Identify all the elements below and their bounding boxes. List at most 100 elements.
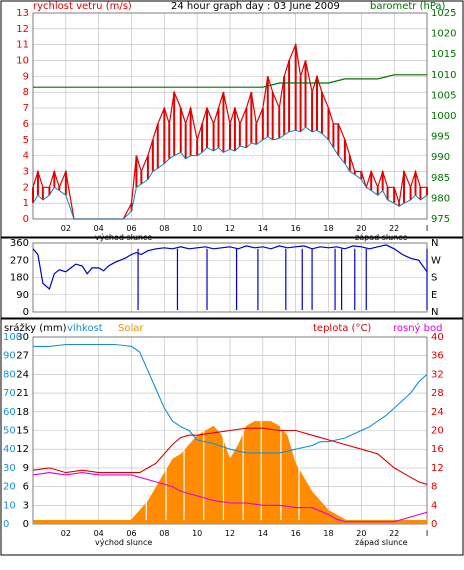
temperature-y-tick: 12 [431,463,444,474]
temperature-axis-label: teplota (°C) [313,323,371,334]
wind-panel-x-tick: 20 [356,224,366,233]
direction-y-tick: 180 [10,273,29,284]
pressure-y-tick: 1020 [431,29,456,40]
rain-y-tick: 24 [16,369,29,380]
humidity-y-tick: 40 [3,444,16,455]
temperature-panel-x-tick: 08 [159,529,169,538]
panel-frame-direction [0,237,464,319]
panel-frame-temperature [0,318,464,556]
humidity-y-tick: 20 [3,482,16,493]
rain-y-tick: 0 [23,519,29,530]
pressure-y-tick: 1015 [431,49,456,60]
pressure-y-tick: 995 [431,132,450,143]
temperature-y-tick: 36 [431,351,444,362]
humidity-y-tick: 0 [3,519,9,530]
pressure-y-tick: 1010 [431,70,456,81]
wind-y-tick: 1 [23,198,29,209]
wind-speed-axis-label: rychlost vetru (m/s) [33,1,132,12]
humidity-y-tick: 50 [3,426,16,437]
humidity-y-tick: 70 [3,388,16,399]
wind-average-line [32,126,428,220]
temperature-panel-x-tick: 14 [258,529,268,538]
pressure-line [33,74,427,88]
direction-y-tick: 90 [16,290,29,301]
humidity-y-tick: 10 [3,500,16,511]
sunset-label-bottom: západ slunce [355,538,408,547]
temperature-line [32,427,428,485]
wind-panel-x-tick: 02 [61,224,71,233]
wind-y-tick: 13 [16,8,29,19]
humidity-y-tick: 100 [3,332,22,343]
wind-y-tick: 2 [23,182,29,193]
direction-compass-tick: E [431,290,437,301]
wind-y-tick: 4 [23,151,29,162]
temperature-y-tick: 0 [431,519,437,530]
wind-panel-x-tick: 14 [258,224,268,233]
rain-axis-label: srážky (mm) [4,322,67,334]
wind-panel-x-tick: 16 [291,224,301,233]
direction-compass-tick: S [431,273,437,284]
direction-y-tick: 0 [23,307,29,318]
rain-y-tick: 27 [16,351,29,362]
rain-y-tick: 9 [23,463,29,474]
rain-y-tick: 3 [23,500,29,511]
pressure-y-tick: 980 [431,193,450,204]
direction-compass-tick: N [431,238,438,249]
wind-y-tick: 7 [23,103,29,114]
rain-y-tick: 6 [23,482,29,493]
humidity-y-tick: 60 [3,407,16,418]
rain-y-tick: 15 [16,426,29,437]
wind-y-tick: 12 [16,24,29,35]
dewpoint-line [32,472,428,523]
wind-panel-x-tick: 04 [94,224,104,233]
wind-y-tick: 9 [23,71,29,82]
wind-panel-x-tick: 22 [389,224,399,233]
temperature-panel-x-tick: 22 [389,529,399,538]
temperature-panel-x-tick: 16 [291,529,301,538]
temperature-y-tick: 4 [431,500,437,511]
temperature-y-tick: 20 [431,426,444,437]
pressure-y-tick: 985 [431,173,450,184]
temperature-y-tick: 16 [431,444,444,455]
humidity-y-tick: 80 [3,369,16,380]
temperature-panel-x-end-tick: I [426,529,428,538]
chart-marks: 0123456789101112139759809859909951000100… [0,0,464,556]
rain-y-tick: 12 [16,444,29,455]
pressure-y-tick: 975 [431,214,450,225]
wind-y-tick: 3 [23,166,29,177]
wind-panel-x-tick: 18 [323,224,333,233]
rain-y-tick: 30 [16,332,29,343]
rain-y-tick: 21 [16,388,29,399]
rain-y-tick: 18 [16,407,29,418]
pressure-y-tick: 990 [431,152,450,163]
pressure-y-tick: 1005 [431,90,456,101]
humidity-y-tick: 30 [3,463,16,474]
temperature-y-tick: 24 [431,407,444,418]
dewpoint-axis-label: rosný bod [393,322,442,334]
temperature-y-tick: 32 [431,369,444,380]
temperature-panel-x-tick: 06 [126,529,136,538]
solar-baseline [33,520,427,524]
temperature-y-tick: 28 [431,388,444,399]
temperature-panel-x-tick: 18 [323,529,333,538]
temperature-panel-x-tick: 20 [356,529,366,538]
panel-frame-wind [0,0,464,238]
wind-panel-x-end-tick: I [426,224,428,233]
direction-compass-tick: W [431,255,441,266]
wind-y-tick: 5 [23,135,29,146]
direction-line [32,244,428,291]
pressure-y-tick: 1025 [431,8,456,19]
humidity-line [33,343,428,454]
wind-y-tick: 0 [23,214,29,225]
wind-panel-x-tick: 12 [225,224,235,233]
direction-y-tick: 270 [10,255,29,266]
wind-y-tick: 6 [23,119,29,130]
humidity-axis-label: vlhkost [67,323,103,334]
chart-title: 24 hour graph day : 03 June 2009 [171,1,340,12]
temperature-panel-x-tick: 02 [61,529,71,538]
solar-area [33,421,427,524]
sunrise-label-bottom: východ slunce [95,538,152,547]
temperature-y-tick: 8 [431,482,437,493]
